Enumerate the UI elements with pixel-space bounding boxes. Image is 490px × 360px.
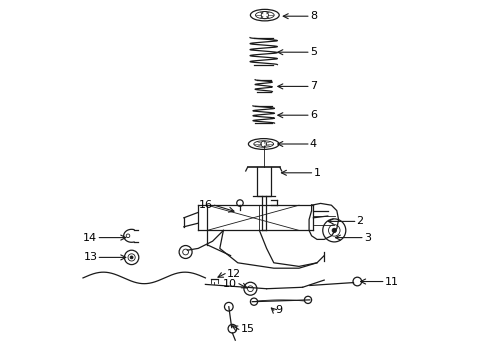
Text: 13: 13 [83, 252, 98, 262]
Circle shape [332, 228, 337, 233]
Text: 14: 14 [83, 233, 98, 243]
Text: 16: 16 [198, 200, 213, 210]
Text: 8: 8 [310, 11, 317, 21]
Text: 2: 2 [357, 216, 364, 226]
Text: 4: 4 [310, 139, 317, 149]
Text: 9: 9 [275, 305, 283, 315]
Text: 7: 7 [310, 81, 317, 91]
Text: 11: 11 [385, 276, 399, 287]
Text: 1: 1 [314, 168, 320, 178]
Text: 15: 15 [241, 324, 255, 334]
Text: 6: 6 [310, 110, 317, 120]
Text: 3: 3 [364, 233, 371, 243]
Text: 12: 12 [227, 269, 241, 279]
Text: 5: 5 [310, 47, 317, 57]
Circle shape [130, 256, 133, 259]
Text: 10: 10 [223, 279, 237, 289]
